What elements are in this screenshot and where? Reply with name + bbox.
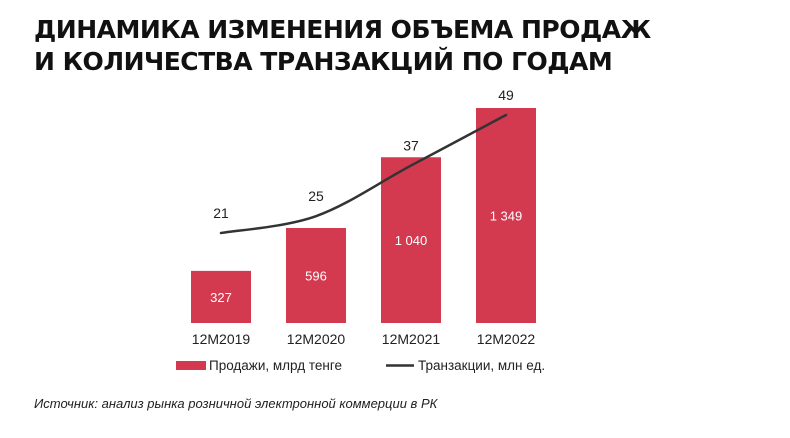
bars-layer <box>191 108 536 323</box>
category-label: 12M2019 <box>192 331 251 347</box>
line-value-label: 37 <box>403 138 419 154</box>
bar-value-label: 327 <box>210 290 232 305</box>
bar-value-label: 1 040 <box>395 233 428 248</box>
legend-sales-swatch <box>176 361 206 370</box>
bar-12M2019 <box>191 270 251 323</box>
chart-title-line-1: ДИНАМИКА ИЗМЕНЕНИЯ ОБЪЕМА ПРОДАЖ <box>34 15 651 44</box>
bar-value-label: 596 <box>305 269 327 284</box>
bar-12M2022 <box>476 108 536 323</box>
line-value-label: 25 <box>308 188 324 204</box>
labels-layer: 327 12M2019 596 12M2020 1 040 12M2021 1 349 12M… <box>192 87 536 347</box>
legend: Продажи, млрд тенге Транзакции, млн ед. <box>176 358 545 373</box>
legend-transactions-label: Транзакции, млн ед. <box>418 358 545 373</box>
category-label: 12M2021 <box>382 331 441 347</box>
bar-12M2021 <box>381 157 441 323</box>
chart-title-line-2: И КОЛИЧЕСТВА ТРАНЗАКЦИЙ ПО ГОДАМ <box>34 47 613 76</box>
line-value-label: 49 <box>498 87 514 103</box>
category-label: 12M2022 <box>477 331 536 347</box>
transactions-line <box>219 113 508 235</box>
bar-12M2020 <box>286 228 346 323</box>
legend-sales-label: Продажи, млрд тенге <box>209 358 342 373</box>
source-note: Источник: анализ рынка розничной электро… <box>34 396 438 411</box>
bar-value-label: 1 349 <box>490 209 523 224</box>
chart-title: ДИНАМИКА ИЗМЕНЕНИЯ ОБЪЕМА ПРОДАЖ И КОЛИЧ… <box>34 14 774 78</box>
line-layer <box>219 113 508 235</box>
line-value-label: 21 <box>213 205 229 221</box>
category-label: 12M2020 <box>287 331 346 347</box>
